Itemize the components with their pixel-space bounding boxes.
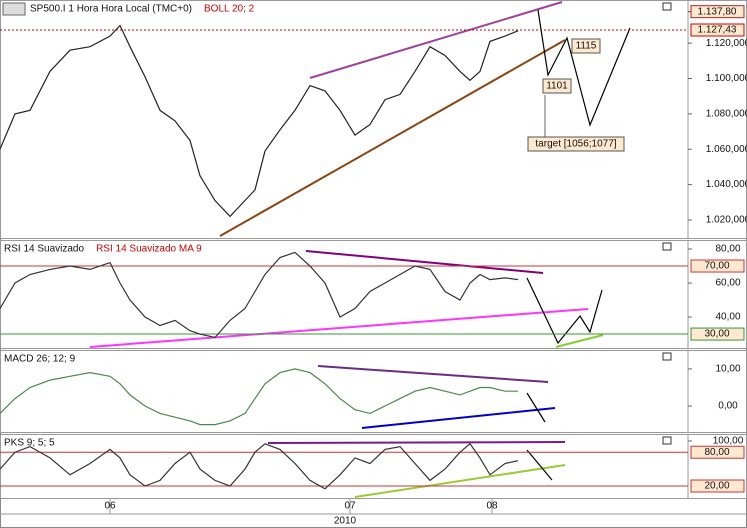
x-tick-label: 07 bbox=[344, 501, 356, 512]
level-badge bbox=[690, 445, 745, 459]
panel-title: PKS 9; 5; 5 bbox=[4, 438, 55, 449]
level-badge bbox=[690, 259, 745, 273]
panel-button[interactable] bbox=[662, 352, 672, 361]
level-label: 70,00 bbox=[704, 261, 729, 272]
series-line bbox=[0, 368, 518, 426]
panel-button[interactable] bbox=[662, 242, 672, 251]
series-line bbox=[0, 24, 519, 218]
y-tick-label: 40,00 bbox=[715, 312, 740, 323]
annotation-box bbox=[527, 136, 625, 152]
panel-subtitle: BOLL 20; 2 bbox=[204, 4, 255, 15]
panel-button[interactable] bbox=[662, 2, 672, 11]
y-tick-label: 60,00 bbox=[715, 278, 740, 289]
annotation: target [1056;1077] bbox=[535, 139, 616, 150]
level-badge bbox=[690, 23, 745, 37]
window-icon bbox=[2, 2, 26, 16]
panel-title: RSI 14 Suavizado bbox=[4, 244, 84, 255]
annotation-box bbox=[571, 38, 601, 54]
level-label: 1.127,43 bbox=[698, 25, 737, 36]
x-axis-label: 2010 bbox=[334, 516, 357, 527]
y-tick-label: 1.120,000 bbox=[706, 38, 747, 49]
y-tick-label: 1.020,000 bbox=[706, 215, 747, 226]
level-badge bbox=[690, 327, 745, 341]
annotation: 1101 bbox=[546, 81, 568, 92]
panel-title: MACD 26; 12; 9 bbox=[4, 354, 76, 365]
y-tick-label: 10,00 bbox=[715, 364, 740, 375]
y-tick-label: 1.100,000 bbox=[706, 73, 747, 84]
y-tick-label: 1.080,000 bbox=[706, 109, 747, 120]
y-tick-label: 1.040,000 bbox=[706, 179, 747, 190]
x-tick-label: 08 bbox=[486, 501, 498, 512]
annotation-box bbox=[542, 78, 572, 94]
level-badge bbox=[690, 5, 745, 19]
panel-button[interactable] bbox=[662, 436, 672, 445]
y-tick-label: 100,00 bbox=[713, 436, 744, 447]
panel-title: SP500.I 1 Hora Hora Local (TMC+0) bbox=[30, 4, 192, 15]
level-label: 80,00 bbox=[704, 447, 729, 458]
level-badge bbox=[690, 479, 745, 493]
x-tick-label: 06 bbox=[104, 501, 116, 512]
level-label: 1.137,80 bbox=[698, 6, 737, 17]
y-tick-label: 1.060,000 bbox=[706, 144, 747, 155]
annotation: 1115 bbox=[576, 41, 597, 52]
y-tick-label: 0,00 bbox=[718, 401, 738, 412]
series-line bbox=[0, 442, 519, 490]
series-line bbox=[0, 251, 519, 339]
level-label: 20,00 bbox=[704, 481, 729, 492]
y-tick-label: 80,00 bbox=[715, 244, 740, 255]
panel-subtitle: RSI 14 Suavizado MA 9 bbox=[96, 244, 202, 255]
level-label: 30,00 bbox=[704, 329, 729, 340]
